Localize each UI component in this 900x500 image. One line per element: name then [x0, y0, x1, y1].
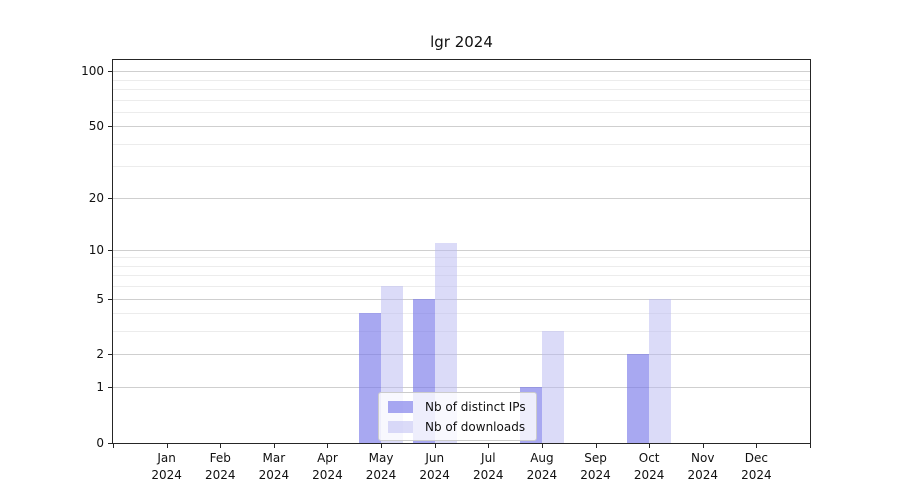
y-axis-tick	[108, 71, 113, 73]
x-axis-tick	[166, 444, 168, 448]
x-axis-tick	[649, 444, 651, 448]
y-axis-label: 2	[96, 347, 104, 362]
x-axis-tick	[541, 444, 543, 448]
legend-label-distinct-ips: Nb of distinct IPs	[425, 399, 526, 414]
gridline-major	[113, 197, 810, 199]
gridline-major	[113, 126, 810, 128]
legend-item-distinct-ips: Nb of distinct IPs	[388, 398, 526, 415]
x-axis-label: Dec 2024	[741, 451, 772, 482]
y-axis-label: 10	[88, 242, 104, 257]
y-axis-tick	[108, 443, 113, 444]
gridline-minor	[113, 79, 810, 81]
x-axis-tick	[595, 444, 597, 448]
x-axis-tick	[327, 444, 329, 448]
gridline-major	[113, 71, 810, 73]
x-axis-tick	[756, 444, 758, 448]
bar-nb-of-distinct-ips-oct	[627, 354, 650, 443]
x-axis-tick	[434, 444, 436, 448]
gridline-minor	[113, 286, 810, 288]
x-axis-label: Feb 2024	[204, 451, 236, 482]
legend-swatch-distinct-ips-icon	[388, 400, 413, 413]
x-axis-label: Jan 2024	[151, 451, 182, 482]
x-axis-tick	[113, 444, 114, 448]
y-axis-label: 50	[88, 119, 104, 134]
gridline-minor	[113, 275, 810, 277]
y-axis-label: 1	[96, 380, 104, 395]
x-axis-tick	[273, 444, 275, 448]
y-axis-label: 20	[88, 190, 104, 205]
bar-nb-of-downloads-oct	[649, 298, 672, 443]
gridline-minor	[113, 313, 810, 315]
gridline-minor	[113, 111, 810, 113]
x-axis-label: Mar 2024	[258, 451, 290, 482]
y-axis-tick	[108, 387, 113, 389]
legend-swatch-downloads-icon	[388, 420, 413, 433]
gridline-major	[113, 298, 810, 300]
gridline-minor	[113, 143, 810, 145]
x-axis-tick	[702, 444, 704, 448]
x-axis-label: Nov 2024	[687, 451, 719, 482]
gridline-major	[113, 387, 810, 389]
y-axis-tick	[108, 197, 113, 199]
y-axis-label: 0	[96, 436, 104, 450]
x-axis-label: Aug 2024	[526, 451, 558, 482]
legend-label-downloads: Nb of downloads	[425, 419, 526, 434]
gridline-major	[113, 249, 810, 251]
gridline-minor	[113, 166, 810, 168]
x-axis-tick	[488, 444, 490, 448]
x-axis-tick	[220, 444, 222, 448]
legend: Nb of distinct IPs Nb of downloads	[378, 392, 537, 441]
x-axis-label: Sep 2024	[580, 451, 611, 482]
x-axis-tick	[810, 444, 811, 448]
gridline-minor	[113, 331, 810, 333]
x-axis-label: Jun 2024	[419, 451, 450, 482]
x-axis-tick	[381, 444, 383, 448]
gridline-minor	[113, 257, 810, 259]
gridline-minor	[113, 88, 810, 90]
x-axis-label: Jul 2024	[473, 451, 504, 482]
y-axis-tick	[108, 249, 113, 251]
gridline-minor	[113, 265, 810, 267]
y-axis-tick	[108, 298, 113, 300]
x-axis-label: May 2024	[365, 451, 397, 482]
x-axis-label: Oct 2024	[633, 451, 665, 482]
y-axis-label: 100	[81, 64, 104, 79]
legend-item-downloads: Nb of downloads	[388, 418, 526, 435]
y-axis-label: 5	[96, 291, 104, 306]
gridline-major	[113, 354, 810, 356]
bar-nb-of-distinct-ips-may	[359, 313, 382, 443]
x-axis-label: Apr 2024	[312, 451, 343, 482]
bar-nb-of-downloads-aug	[541, 331, 564, 443]
gridline-minor	[113, 99, 810, 101]
chart-title: lgr 2024	[430, 33, 493, 51]
y-axis-tick	[108, 354, 113, 356]
y-axis-tick	[108, 126, 113, 128]
